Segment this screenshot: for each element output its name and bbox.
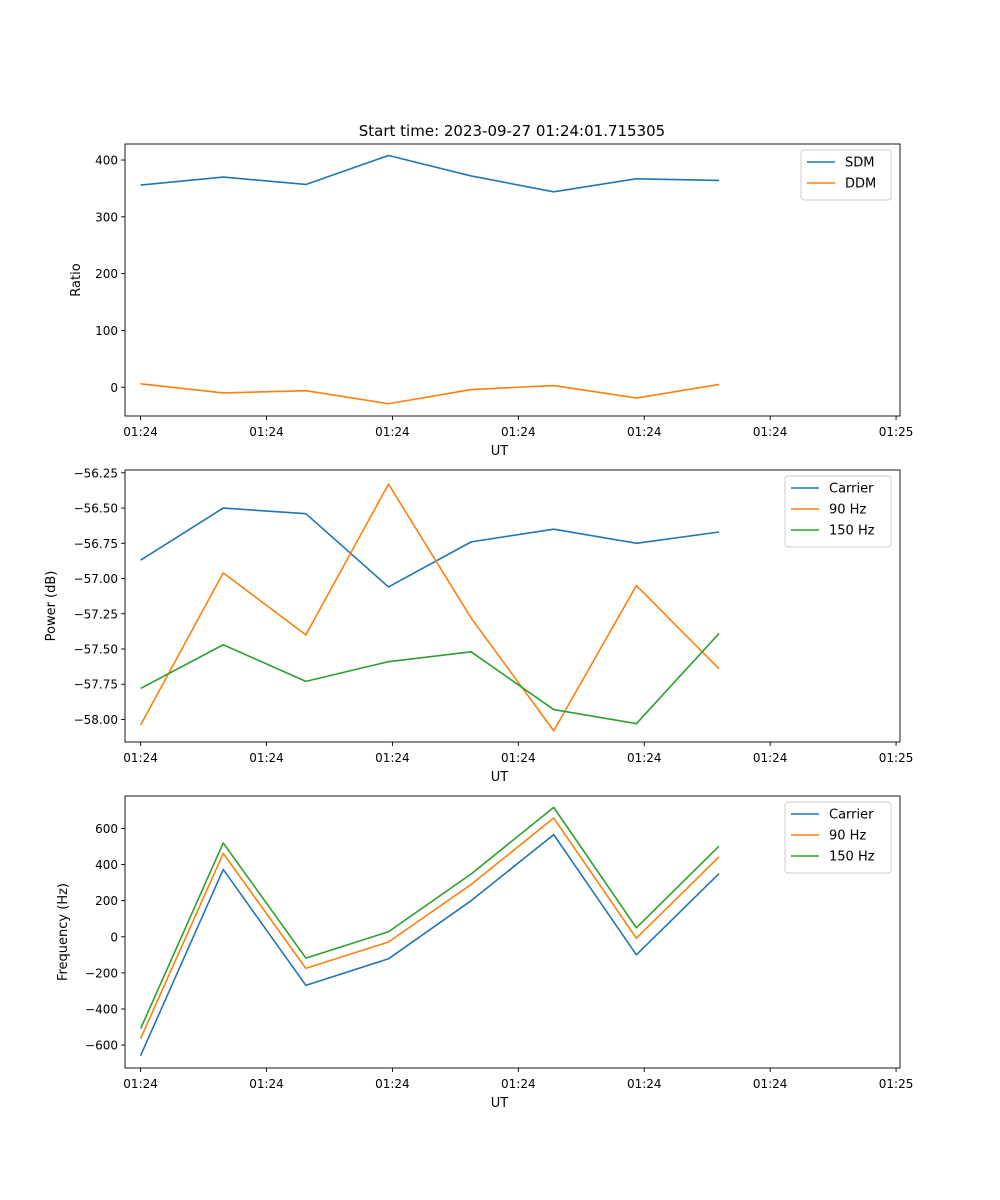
x-tick-label: 01:25: [879, 751, 914, 765]
x-tick-label: 01:24: [627, 751, 662, 765]
legend-label: 90 Hz: [829, 829, 866, 844]
series-line-150-hz: [139, 806, 720, 1029]
x-tick-label: 01:24: [627, 1077, 662, 1091]
x-tick-label: 01:24: [375, 1077, 410, 1091]
y-tick-label: −57.75: [74, 678, 118, 692]
chart-ratio: 0 100 200 300 400 01:24 01:24 01:24 01:24 01:24 01…: [69, 143, 914, 459]
y-tick-label: 600: [95, 822, 118, 836]
legend-label: Carrier: [829, 482, 874, 497]
axes-frame: [124, 795, 901, 1069]
x-tick-label: 01:24: [753, 751, 788, 765]
y-tick-label: −400: [85, 1002, 118, 1016]
legend-label: Carrier: [829, 808, 874, 823]
series-line-sdm: [140, 154, 720, 193]
x-tick-label: 01:24: [375, 425, 410, 439]
y-tick-label: −600: [85, 1039, 118, 1053]
x-tick-label: 01:25: [879, 1077, 914, 1091]
y-tick-label: −57.00: [74, 572, 118, 586]
series-line-carrier: [139, 833, 720, 1056]
y-tick-label: 400: [95, 858, 118, 872]
y-axis-label: Frequency (Hz): [56, 883, 71, 981]
x-axis-label: UT: [491, 444, 509, 459]
y-tick-label: −57.50: [74, 642, 118, 656]
y-tick-label: 0: [110, 930, 118, 944]
legend-label: DDM: [845, 177, 876, 192]
series-line-90-hz: [139, 483, 720, 732]
y-tick-label: 300: [95, 210, 118, 224]
x-tick-label: 01:24: [123, 751, 158, 765]
x-tick-label: 01:25: [879, 425, 914, 439]
chart-power: −58.00 −57.75 −57.50 −57.25 −57.00 −56.75 −56.…: [44, 466, 913, 785]
y-tick-label: 400: [95, 154, 118, 168]
x-tick-label: 01:24: [249, 1077, 284, 1091]
x-tick-label: 01:24: [249, 425, 284, 439]
x-tick-label: 01:24: [501, 751, 536, 765]
chart-frequency: −600 −400 −200 0 200 400 600 01:24 01:24 01:24 01:…: [56, 795, 914, 1111]
x-tick-label: 01:24: [123, 1077, 158, 1091]
x-tick-label: 01:24: [501, 425, 536, 439]
x-tick-label: 01:24: [249, 751, 284, 765]
x-tick-label: 01:24: [501, 1077, 536, 1091]
x-axis-label: UT: [491, 1096, 509, 1111]
y-tick-label: 100: [95, 324, 118, 338]
axes-frame: [124, 143, 901, 417]
legend-label: 150 Hz: [829, 524, 875, 539]
legend-label: 150 Hz: [829, 850, 875, 865]
figure-title: Start time: 2023-09-27 01:24:01.715305: [359, 122, 665, 140]
series-line-150-hz: [140, 632, 720, 725]
series-line-carrier: [140, 507, 720, 588]
y-tick-label: 200: [95, 894, 118, 908]
x-tick-label: 01:24: [123, 425, 158, 439]
series-line-90-hz: [139, 817, 720, 1039]
x-tick-label: 01:24: [627, 425, 662, 439]
y-axis-label: Power (dB): [44, 571, 59, 642]
legend-label: 90 Hz: [829, 503, 866, 518]
y-axis-label: Ratio: [69, 263, 84, 296]
y-tick-label: −58.00: [74, 713, 118, 727]
axes-frame: [124, 469, 901, 743]
series-line-ddm: [140, 383, 720, 405]
y-tick-label: 0: [110, 381, 118, 395]
x-tick-label: 01:24: [375, 751, 410, 765]
x-axis-label: UT: [491, 770, 509, 785]
x-tick-label: 01:24: [753, 1077, 788, 1091]
x-tick-label: 01:24: [753, 425, 788, 439]
y-tick-label: −57.25: [74, 607, 118, 621]
y-tick-label: −56.50: [74, 502, 118, 516]
y-tick-label: −56.75: [74, 537, 118, 551]
y-tick-label: −56.25: [74, 466, 118, 480]
y-tick-label: 200: [95, 267, 118, 281]
legend-label: SDM: [845, 156, 874, 171]
y-tick-label: −200: [85, 966, 118, 980]
